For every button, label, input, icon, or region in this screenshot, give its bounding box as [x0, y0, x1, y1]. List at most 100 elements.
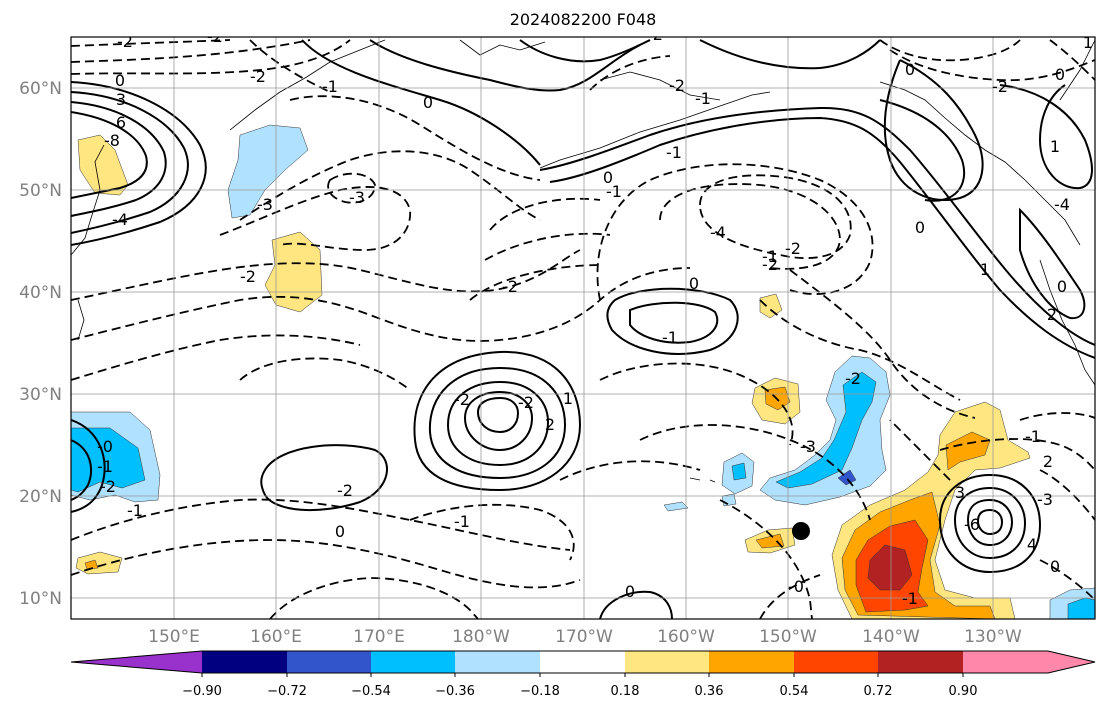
contour-label: 0	[915, 218, 925, 237]
contour-label: 0	[603, 168, 613, 187]
colorbar-cell	[709, 651, 794, 673]
contour-label: -1	[902, 589, 918, 608]
lat-label: 50°N	[19, 181, 62, 201]
colorbar-cell	[287, 651, 371, 673]
contour-label: -0	[788, 577, 804, 596]
contour-label: -4	[112, 210, 128, 229]
contour-label: 1	[563, 389, 573, 408]
contour-label: -2	[762, 255, 778, 274]
contour-label: -2	[454, 390, 470, 409]
contour-label: -1	[662, 328, 678, 347]
contour-label: -1	[666, 143, 682, 162]
contour-label: -1	[1025, 427, 1041, 446]
contour-label: 1	[980, 260, 990, 279]
contour-label: -3	[800, 437, 816, 456]
contour-label: -2	[502, 277, 518, 296]
contour-label: 3	[116, 90, 126, 109]
colorbar-tick-label: −0.72	[267, 684, 307, 699]
contour-label: 3	[955, 483, 965, 502]
colorbar-cell	[455, 651, 540, 673]
graticule	[71, 37, 1095, 619]
contour-label: -2	[647, 25, 663, 44]
contour-label: -1	[606, 182, 622, 201]
contour-label: -1	[322, 77, 338, 96]
contour-label: 2	[1047, 305, 1057, 324]
lon-label: 180°W	[452, 627, 510, 647]
colorbar-tick-label: −0.90	[182, 684, 222, 699]
contour-label: -0	[97, 437, 113, 456]
contour-label: -3	[257, 195, 273, 214]
colorbar-cell	[878, 651, 963, 673]
lon-label: 170°W	[555, 627, 613, 647]
contour-label: 6	[116, 113, 126, 132]
positive-contours	[71, 39, 1095, 619]
lat-label: 20°N	[19, 487, 62, 507]
colorbar-cell	[794, 651, 878, 673]
colorbar-tick-label: 0.36	[695, 684, 724, 699]
lon-label: 140°W	[862, 627, 920, 647]
contour-label: -1	[454, 512, 470, 531]
lat-label: 30°N	[19, 385, 62, 405]
contour-label: -1	[127, 501, 143, 520]
storm-position-marker	[792, 522, 810, 540]
contour-label: 0	[1055, 65, 1065, 84]
contour-label: -1	[762, 247, 778, 266]
lat-label: 60°N	[19, 79, 62, 99]
plot-border	[70, 36, 1096, 620]
contour-label: -4	[1054, 195, 1070, 214]
contour-label: -2	[518, 393, 534, 412]
lon-label: 150°E	[148, 627, 200, 647]
contour-label: -1	[97, 457, 113, 476]
contour-label: 0	[905, 60, 915, 79]
shading-layer	[71, 124, 1095, 619]
contour-label: 0	[1050, 557, 1060, 576]
lon-label: 130°W	[964, 627, 1022, 647]
contour-label: -2	[100, 477, 116, 496]
contour-label: -2	[337, 481, 353, 500]
colorbar-tick-label: 0.72	[864, 684, 893, 699]
contour-label: 1	[1083, 33, 1093, 52]
lat-label: 10°N	[19, 589, 62, 609]
contour-label: -2	[240, 267, 256, 286]
contour-label: -2	[250, 67, 266, 86]
colorbar-tick-label: −0.18	[520, 684, 560, 699]
contour-label: 0	[689, 274, 699, 293]
contour-label: -2	[845, 369, 861, 388]
colorbar-cell	[625, 651, 709, 673]
contour-label: 0	[115, 71, 125, 90]
contour-label: 2	[545, 415, 555, 434]
latitude-labels: 60°N 50°N 40°N 30°N 20°N 10°N	[19, 79, 62, 609]
colorbar-tick-label: −0.36	[435, 684, 475, 699]
colorbar-tick-label: −0.54	[351, 684, 391, 699]
contour-label: -4	[710, 223, 726, 242]
colorbar-tick-label: 0.18	[611, 684, 640, 699]
map-title: 2024082200 F048	[509, 10, 657, 29]
contour-label: 0	[423, 93, 433, 112]
contour-label: -2	[669, 76, 685, 95]
contour-label: -1	[695, 89, 711, 108]
colorbar-tick-labels: −0.90 −0.72 −0.54 −0.36 −0.18 0.18 0.36 0.54 0.7…	[182, 673, 977, 699]
contour-label: -2	[207, 27, 223, 46]
contour-label: -2	[785, 239, 801, 258]
colorbar-cell	[540, 651, 625, 673]
contour-label: -3	[349, 188, 365, 207]
coastline-layer	[71, 39, 1095, 483]
colorbar-cell	[202, 651, 287, 673]
lat-label: 40°N	[19, 283, 62, 303]
contour-label: 0	[625, 582, 635, 601]
colorbar-cell	[371, 651, 455, 673]
colorbar	[70, 650, 1096, 674]
colorbar-tick-label: 0.54	[780, 684, 809, 699]
lon-label: 160°E	[250, 627, 302, 647]
contour-label: 0	[335, 522, 345, 541]
contour-label: -2	[992, 77, 1008, 96]
contour-label: 1	[1050, 137, 1060, 156]
contour-label: -2	[117, 32, 133, 51]
contour-label: 2	[1043, 452, 1053, 471]
colorbar-extend-right	[963, 651, 1095, 673]
colorbar-extend-left	[71, 651, 202, 673]
lon-label: 160°W	[657, 627, 715, 647]
lon-label: 150°W	[759, 627, 817, 647]
